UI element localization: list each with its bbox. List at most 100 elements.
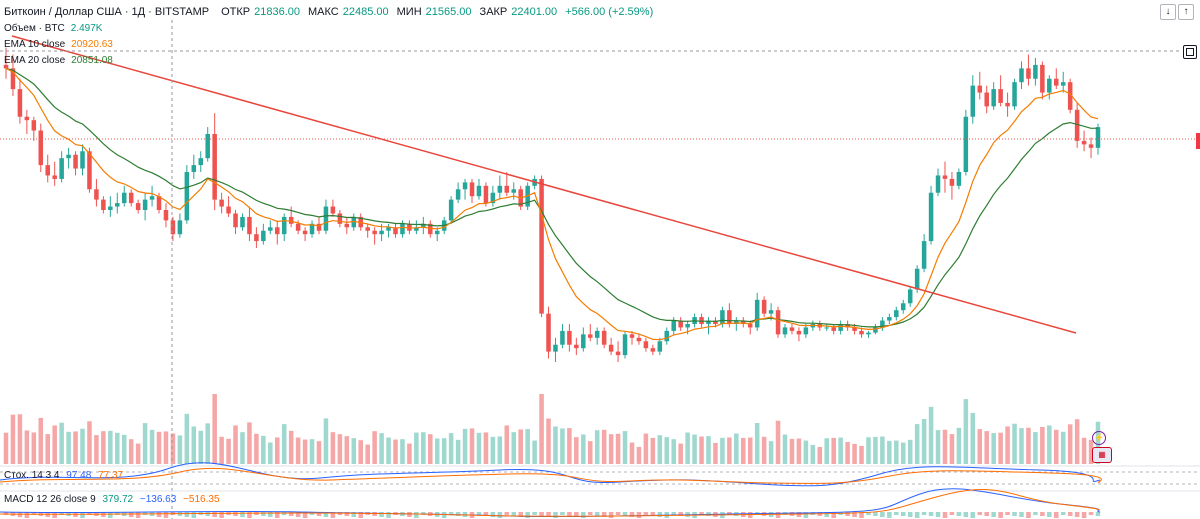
symbol-title[interactable]: Биткоин / Доллар США · 1Д · BITSTAMP	[4, 6, 210, 18]
scroll-down-button[interactable]: ↓	[1160, 4, 1176, 20]
macd-hist-bar	[421, 512, 426, 515]
candle	[615, 351, 621, 356]
macd-hist-bar	[650, 512, 656, 516]
volume-bar	[720, 437, 725, 464]
candle	[1019, 68, 1024, 83]
volume-value: 2.497K	[70, 23, 103, 34]
volume-bar	[1088, 439, 1094, 464]
candle	[142, 199, 148, 210]
candle	[747, 324, 753, 328]
candle	[233, 213, 238, 228]
volume-bar	[692, 434, 697, 464]
stoch-legend[interactable]: Стох. 14 3 4 97.48 77.37	[4, 470, 123, 481]
candle	[128, 192, 134, 204]
macd-hist-bar	[873, 512, 878, 516]
ema10-value: 20920.63	[71, 39, 113, 50]
macd-hist-value: −516.35	[183, 494, 220, 505]
volume-bar	[1047, 425, 1052, 464]
macd-legend[interactable]: MACD 12 26 close 9 379.72 −136.63 −516.3…	[4, 494, 220, 505]
volume-bar	[880, 436, 885, 464]
candle	[1054, 78, 1059, 86]
candle	[309, 223, 315, 235]
macd-hist-bar	[949, 512, 955, 515]
candle	[108, 206, 113, 210]
macd-hist-bar	[497, 512, 503, 518]
candle	[414, 227, 419, 231]
volume-bar	[476, 432, 482, 464]
volume-bar	[372, 431, 377, 464]
volume-bar	[24, 430, 30, 464]
candle	[775, 310, 781, 335]
stoch-k-value: 97.48	[66, 470, 92, 481]
macd-value: 379.72	[102, 494, 134, 505]
macd-hist-bar	[546, 512, 551, 517]
candle	[275, 227, 280, 235]
volume-bar	[587, 441, 593, 464]
candle	[511, 189, 517, 193]
volume-bar	[295, 437, 301, 464]
volume-bar	[135, 443, 141, 464]
scroll-up-button[interactable]: ↑	[1178, 4, 1194, 20]
macd-hist-bar	[622, 512, 628, 516]
macd-pane	[0, 488, 1101, 518]
candle	[539, 178, 544, 314]
volume-bar	[205, 423, 210, 464]
candle	[643, 341, 649, 349]
volume-bar	[831, 437, 836, 464]
volume-bar	[149, 429, 155, 464]
volume-bar	[80, 428, 85, 464]
volume-bar	[428, 434, 433, 464]
volume-bar	[810, 444, 816, 464]
macd-hist-bar	[532, 512, 537, 515]
open-label: ОТКР	[221, 6, 251, 18]
volume-bar	[935, 430, 941, 464]
candle	[789, 327, 795, 331]
candle	[254, 234, 259, 242]
macd-hist-bar	[671, 512, 676, 515]
macd-hist-bar	[859, 512, 864, 518]
close-value: 22401.00	[511, 6, 558, 18]
candle	[448, 199, 454, 221]
macd-hist-bar	[191, 512, 197, 518]
volume-bar	[87, 421, 92, 464]
ema10-legend[interactable]: EMA 10 close 20920.63	[4, 39, 113, 50]
volume-bar	[678, 443, 683, 464]
candle	[101, 199, 106, 210]
candle	[560, 330, 565, 345]
candle	[191, 165, 197, 172]
candle	[900, 303, 906, 311]
candle	[866, 332, 871, 335]
macd-hist-bar	[344, 512, 350, 516]
volume-bar	[288, 430, 294, 464]
volume-bar	[608, 434, 614, 464]
volume-bar	[94, 435, 99, 464]
maximize-icon[interactable]	[1183, 45, 1197, 59]
volume-bar	[379, 433, 384, 464]
candle	[434, 230, 440, 235]
volume-bar	[316, 441, 322, 464]
ema20-legend[interactable]: EMA 20 close 20851.08	[4, 55, 113, 66]
low-label: МИН	[396, 6, 422, 18]
candle	[268, 227, 273, 231]
candle	[504, 185, 510, 193]
volume-bar	[191, 426, 197, 464]
volume-bar	[441, 438, 447, 464]
volume-bar	[594, 430, 600, 464]
ema10-line	[5, 67, 1099, 341]
us-flag-icon[interactable]: ▦	[1092, 447, 1112, 463]
macd-hist-bar	[448, 512, 454, 515]
volume-bar	[553, 426, 558, 464]
volume-bar	[455, 439, 461, 464]
volume-bar	[275, 437, 280, 464]
volume-bar	[52, 425, 57, 464]
macd-hist-bar	[553, 512, 558, 518]
candle	[288, 216, 294, 224]
macd-hist-bar	[184, 512, 190, 517]
macd-hist-bar	[991, 512, 996, 517]
candle	[914, 268, 920, 290]
volume-bar	[1033, 432, 1038, 464]
volume-bar	[344, 436, 350, 464]
volume-legend[interactable]: Объем · BTC 2.497K	[4, 23, 102, 34]
lightning-icon[interactable]: ⚡	[1092, 431, 1106, 445]
